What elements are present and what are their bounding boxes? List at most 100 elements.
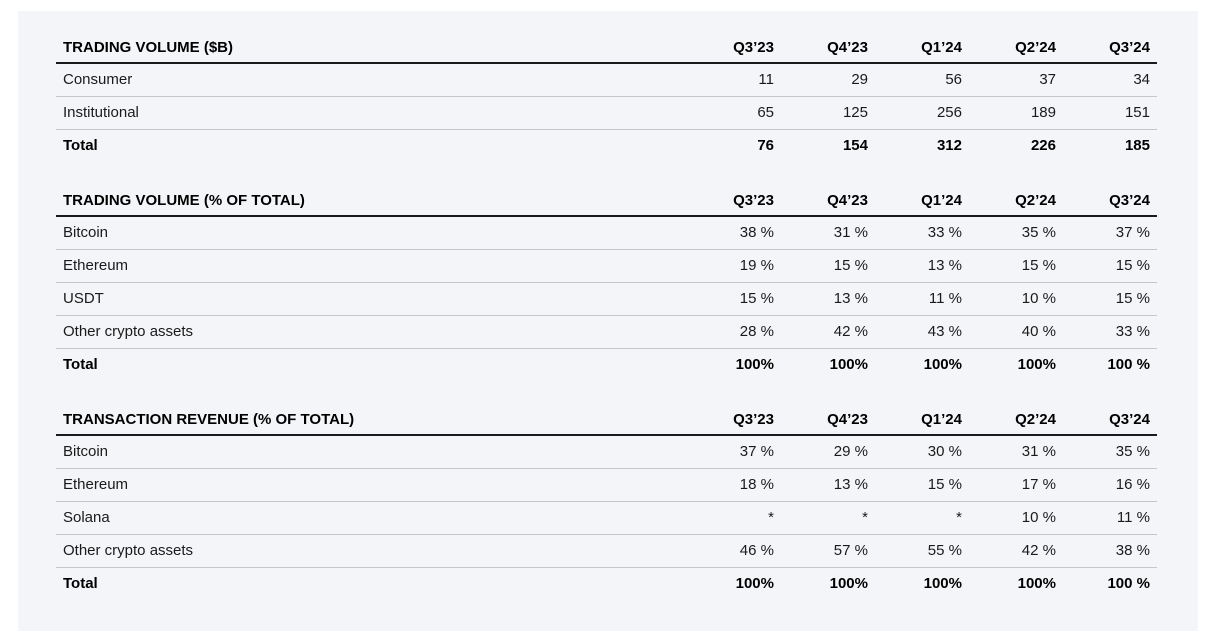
column-header-1: Q4’23 <box>781 186 875 217</box>
column-header-3: Q2’24 <box>969 186 1063 217</box>
table-row: Bitcoin 38 % 31 % 33 % 35 % 37 % <box>56 216 1157 250</box>
total-row: Total 100% 100% 100% 100% 100 % <box>56 567 1157 600</box>
column-header-1: Q4’23 <box>781 33 875 64</box>
cell-value: 57 % <box>781 534 875 568</box>
cell-value: 15 % <box>1063 249 1157 283</box>
cell-value: 185 <box>1124 137 1150 155</box>
cell-value: 256 <box>875 96 969 130</box>
cell-value: 10 % <box>969 501 1063 535</box>
cell-value: 43 % <box>875 315 969 349</box>
table-row: Solana * * * 10 % 11 % <box>56 501 1157 535</box>
row-label: Bitcoin <box>56 435 687 469</box>
cell-value: 100% <box>735 575 774 593</box>
row-label: USDT <box>56 282 687 316</box>
cell-value: * <box>875 501 969 535</box>
cell-value: 11 % <box>1063 501 1157 535</box>
row-label: Other crypto assets <box>56 534 687 568</box>
column-header-2: Q1’24 <box>875 405 969 436</box>
cell-value: 37 % <box>687 435 781 469</box>
column-header-3: Q2’24 <box>969 405 1063 436</box>
column-header-1: Q4’23 <box>781 405 875 436</box>
column-header-3: Q2’24 <box>969 33 1063 64</box>
cell-value: 16 % <box>1063 468 1157 502</box>
cell-value: 15 % <box>875 468 969 502</box>
cell-value: 29 <box>781 63 875 97</box>
cell-value: 42 % <box>781 315 875 349</box>
trading-volume-table: TRADING VOLUME ($B) Q3’23 Q4’23 Q1’24 Q2’24 Q… <box>56 33 1157 162</box>
column-header-4: Q3’24 <box>1063 186 1157 217</box>
cell-value: 100% <box>923 356 962 374</box>
row-label: Institutional <box>56 96 687 130</box>
header-row: TRANSACTION REVENUE (% OF TOTAL) Q3’23 Q4’… <box>56 405 1157 436</box>
section-title: TRANSACTION REVENUE (% OF TOTAL) <box>56 405 687 436</box>
row-label: Solana <box>56 501 687 535</box>
cell-value: 312 <box>936 137 962 155</box>
column-header-4: Q3’24 <box>1063 33 1157 64</box>
trading-volume-pct-table: TRADING VOLUME (% OF TOTAL) Q3’23 Q4’23 Q1’… <box>56 186 1157 381</box>
cell-value: * <box>781 501 875 535</box>
header-row: TRADING VOLUME (% OF TOTAL) Q3’23 Q4’23 Q1’… <box>56 186 1157 217</box>
row-label: Total <box>63 575 98 593</box>
cell-value: 65 <box>687 96 781 130</box>
cell-value: 15 % <box>687 282 781 316</box>
cell-value: 11 % <box>875 282 969 316</box>
row-label: Other crypto assets <box>56 315 687 349</box>
cell-value: 10 % <box>969 282 1063 316</box>
table-row: Institutional 65 125 256 189 151 <box>56 96 1157 130</box>
cell-value: 76 <box>757 137 774 155</box>
cell-value: 100% <box>1017 356 1056 374</box>
cell-value: 28 % <box>687 315 781 349</box>
cell-value: 30 % <box>875 435 969 469</box>
cell-value: 38 % <box>1063 534 1157 568</box>
cell-value: 37 <box>969 63 1063 97</box>
cell-value: 11 <box>687 63 781 97</box>
section-title: TRADING VOLUME (% OF TOTAL) <box>56 186 687 217</box>
row-label: Ethereum <box>56 249 687 283</box>
table-row: Consumer 11 29 56 37 34 <box>56 63 1157 97</box>
total-row: Total 100% 100% 100% 100% 100 % <box>56 348 1157 381</box>
column-header-0: Q3’23 <box>687 186 781 217</box>
cell-value: 13 % <box>781 282 875 316</box>
table-row: Other crypto assets 28 % 42 % 43 % 40 % 33 % <box>56 315 1157 349</box>
column-header-2: Q1’24 <box>875 186 969 217</box>
cell-value: 151 <box>1063 96 1157 130</box>
header-row: TRADING VOLUME ($B) Q3’23 Q4’23 Q1’24 Q2’24 Q… <box>56 33 1157 64</box>
cell-value: 34 <box>1063 63 1157 97</box>
cell-value: 15 % <box>969 249 1063 283</box>
cell-value: 35 % <box>1063 435 1157 469</box>
table-row: Bitcoin 37 % 29 % 30 % 31 % 35 % <box>56 435 1157 469</box>
cell-value: 42 % <box>969 534 1063 568</box>
cell-value: 189 <box>969 96 1063 130</box>
cell-value: 154 <box>842 137 868 155</box>
cell-value: 100% <box>829 575 868 593</box>
table-row: Ethereum 19 % 15 % 13 % 15 % 15 % <box>56 249 1157 283</box>
row-label: Bitcoin <box>56 216 687 250</box>
cell-value: 100% <box>1017 575 1056 593</box>
column-header-0: Q3’23 <box>687 405 781 436</box>
cell-value: 33 % <box>1063 315 1157 349</box>
table-row: Ethereum 18 % 13 % 15 % 17 % 16 % <box>56 468 1157 502</box>
financial-tables-panel: TRADING VOLUME ($B) Q3’23 Q4’23 Q1’24 Q2’24 Q… <box>18 11 1198 631</box>
table-row: Other crypto assets 46 % 57 % 55 % 42 % 38 % <box>56 534 1157 568</box>
cell-value: 56 <box>875 63 969 97</box>
cell-value: 15 % <box>781 249 875 283</box>
row-label: Ethereum <box>56 468 687 502</box>
cell-value: 17 % <box>969 468 1063 502</box>
column-header-4: Q3’24 <box>1063 405 1157 436</box>
cell-value: 40 % <box>969 315 1063 349</box>
cell-value: 100 % <box>1107 356 1150 374</box>
table-row: USDT 15 % 13 % 11 % 10 % 15 % <box>56 282 1157 316</box>
cell-value: 100 % <box>1107 575 1150 593</box>
column-header-0: Q3’23 <box>687 33 781 64</box>
cell-value: 226 <box>1030 137 1056 155</box>
cell-value: 31 % <box>969 435 1063 469</box>
cell-value: 13 % <box>781 468 875 502</box>
cell-value: 35 % <box>969 216 1063 250</box>
column-header-2: Q1’24 <box>875 33 969 64</box>
section-title: TRADING VOLUME ($B) <box>56 33 687 64</box>
row-label: Total <box>63 356 98 374</box>
cell-value: 33 % <box>875 216 969 250</box>
cell-value: 46 % <box>687 534 781 568</box>
cell-value: 13 % <box>875 249 969 283</box>
cell-value: 55 % <box>875 534 969 568</box>
